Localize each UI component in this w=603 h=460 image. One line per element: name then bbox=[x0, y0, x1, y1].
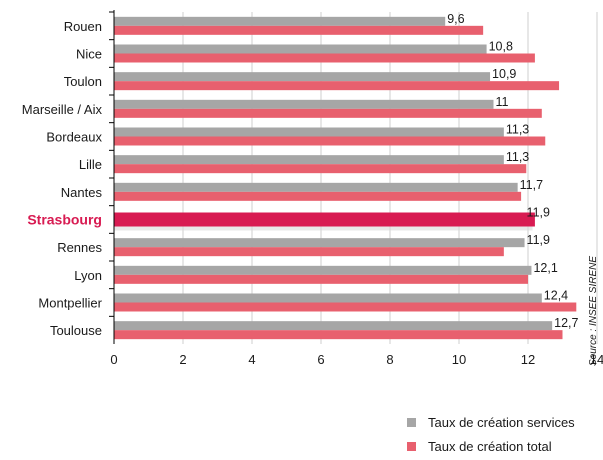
category-label: Montpellier bbox=[38, 296, 102, 311]
value-label: 9,6 bbox=[447, 12, 464, 26]
value-label: 11,3 bbox=[506, 150, 529, 164]
legend-item-services: Taux de création services bbox=[407, 412, 575, 432]
bar-total bbox=[114, 108, 542, 118]
x-tick-label: 6 bbox=[317, 352, 324, 367]
bar-total bbox=[114, 330, 563, 340]
value-label: 10,8 bbox=[489, 40, 513, 54]
category-label: Bordeaux bbox=[46, 130, 102, 145]
value-label: 11 bbox=[496, 95, 509, 109]
bar-services bbox=[114, 238, 525, 248]
x-tick-label: 8 bbox=[386, 352, 393, 367]
value-label: 12,1 bbox=[533, 261, 557, 275]
value-label: 11,9 bbox=[527, 206, 550, 220]
category-label: Marseille / Aix bbox=[22, 102, 103, 117]
category-label: Toulouse bbox=[50, 323, 102, 338]
bar-services bbox=[114, 44, 487, 54]
category-label-highlight: Strasbourg bbox=[27, 212, 102, 228]
bar-services bbox=[114, 99, 494, 109]
value-label: 11,7 bbox=[520, 178, 543, 192]
bars bbox=[114, 16, 577, 340]
grid-lines bbox=[109, 11, 598, 344]
legend-label-services: Taux de création services bbox=[428, 414, 575, 430]
bar-services bbox=[114, 16, 446, 26]
bar-services bbox=[114, 182, 518, 192]
bar-highlight bbox=[114, 212, 535, 227]
value-label: 12,4 bbox=[544, 289, 568, 303]
bar-services bbox=[114, 127, 504, 137]
bar-services bbox=[114, 72, 491, 82]
bar-services bbox=[114, 155, 504, 165]
category-labels: Rouen Nice Toulon Marseille / Aix Bordeaux Li… bbox=[22, 19, 103, 338]
value-label: 12,7 bbox=[554, 316, 578, 330]
legend-item-total: Taux de création total bbox=[407, 436, 575, 456]
value-label: 11,9 bbox=[527, 233, 550, 247]
value-label: 10,9 bbox=[492, 67, 516, 81]
x-tick-label: 12 bbox=[521, 352, 535, 367]
category-label: Lyon bbox=[74, 268, 102, 283]
category-label: Nice bbox=[76, 47, 102, 62]
x-tick-label: 0 bbox=[110, 352, 117, 367]
bar-services bbox=[114, 321, 553, 331]
bar-services bbox=[114, 265, 532, 275]
bar-total bbox=[114, 81, 560, 91]
category-label: Nantes bbox=[61, 185, 103, 200]
legend-swatch-total bbox=[407, 441, 416, 451]
x-tick-label: 10 bbox=[452, 352, 466, 367]
legend-label-total: Taux de création total bbox=[428, 438, 552, 454]
legend-swatch-services bbox=[407, 417, 416, 427]
bar-total bbox=[114, 53, 535, 63]
category-label: Rouen bbox=[64, 19, 102, 34]
x-tick-label: 2 bbox=[179, 352, 186, 367]
category-label: Rennes bbox=[57, 240, 102, 255]
bar-total bbox=[114, 25, 484, 35]
value-labels: 9,6 10,8 10,9 11 11,3 11,3 11,7 11,9 11,9 12,1 12,… bbox=[447, 12, 578, 330]
bar-total bbox=[114, 274, 528, 284]
value-label: 11,3 bbox=[506, 123, 529, 137]
bar-total bbox=[114, 247, 504, 257]
bar-total bbox=[114, 191, 522, 201]
category-label: Lille bbox=[79, 157, 102, 172]
bar-services bbox=[114, 293, 542, 303]
bar-total bbox=[114, 164, 527, 174]
bar-total bbox=[114, 302, 577, 312]
legend: Taux de création services Taux de créati… bbox=[407, 412, 575, 460]
category-label: Toulon bbox=[64, 74, 102, 89]
x-tick-label: 4 bbox=[248, 352, 255, 367]
source-note: Source : INSEE SIRENE bbox=[588, 256, 599, 366]
x-tick-labels: 0 2 4 6 8 10 12 14 bbox=[110, 352, 603, 367]
x-tick-label: 14 bbox=[590, 352, 603, 367]
bar-total bbox=[114, 136, 546, 146]
